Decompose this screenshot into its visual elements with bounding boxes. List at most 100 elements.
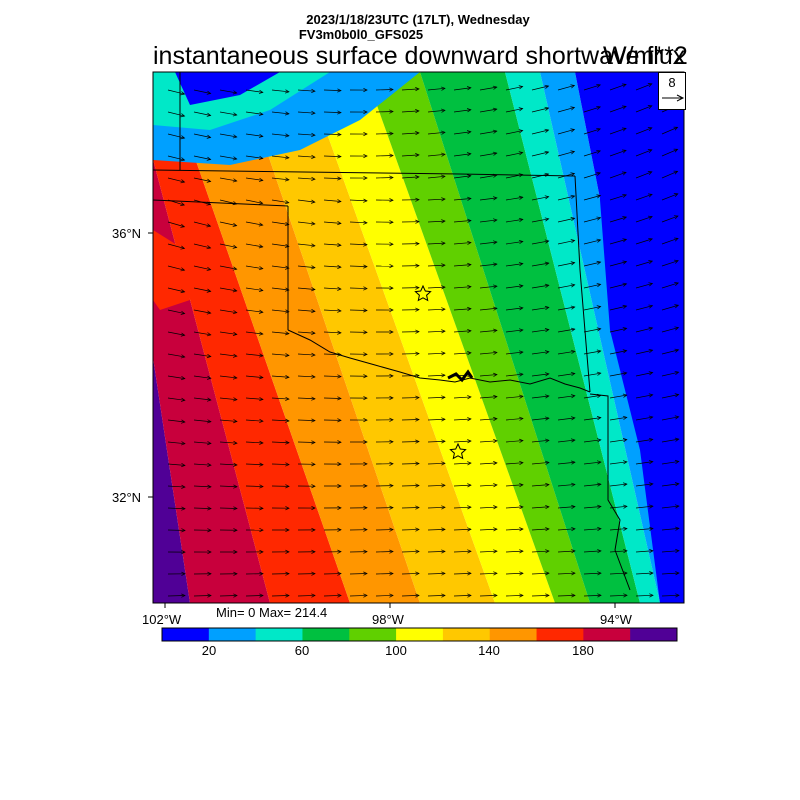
wind-vector-head [570, 128, 576, 133]
wind-vector-head [285, 484, 290, 489]
wind-vector-head [674, 326, 680, 331]
wind-vector-head [259, 397, 264, 402]
wind-vector-head [311, 330, 316, 336]
wind-vector [271, 221, 289, 225]
wind-vector-head [544, 217, 550, 222]
wind-vector [479, 352, 497, 355]
wind-vector-head [337, 176, 342, 181]
field-title: instantaneous surface downward shortwave… [153, 42, 686, 70]
wind-vector [193, 265, 211, 271]
wind-vector [271, 331, 289, 334]
wind-vector-head [285, 571, 290, 576]
wind-vector [297, 419, 316, 421]
wind-vector-head [310, 221, 316, 226]
wind-vector [193, 419, 211, 423]
wind-vector [453, 220, 471, 223]
wind-vector-head [545, 527, 550, 532]
wind-vector [531, 307, 549, 311]
wind-vector-head [311, 549, 316, 554]
wind-vector [427, 330, 445, 333]
wind-vector-head [285, 374, 290, 380]
wind-vector-head [648, 437, 654, 442]
wind-vector-head [596, 283, 602, 288]
wind-vector-head [415, 395, 420, 400]
wind-vector-head [674, 348, 680, 353]
wind-vector [427, 87, 445, 91]
wind-vector-head [258, 222, 264, 227]
wind-vector-head [673, 215, 679, 220]
wind-vector [479, 418, 497, 421]
lat-ticks [148, 232, 153, 498]
wind-vector-head [545, 438, 550, 443]
wind-vector-head [389, 153, 394, 158]
wind-vector [453, 87, 471, 91]
wind-vector-head [648, 215, 653, 220]
wind-vector [245, 287, 263, 291]
wind-vector-head [571, 504, 576, 509]
wind-vector [453, 484, 471, 487]
wind-vector-head [596, 305, 602, 310]
wind-vector-head [519, 416, 524, 421]
wind-vector [609, 350, 627, 355]
wind-vector-head [596, 460, 602, 465]
wind-vector-head [363, 483, 368, 488]
wind-vector [401, 88, 419, 91]
wind-vector [583, 395, 601, 399]
wind-vector-head [415, 109, 420, 114]
wind-vector-head [181, 506, 186, 511]
wind-vector-head [544, 372, 550, 377]
wind-vector [167, 485, 185, 488]
wind-vector-head [259, 571, 264, 576]
wind-vector [193, 331, 211, 336]
wind-vector-head [389, 395, 394, 400]
wind-vector-head [285, 89, 290, 94]
wind-vector [271, 177, 289, 181]
wind-vector [661, 394, 679, 399]
star-marker [449, 442, 467, 460]
wind-vector [453, 131, 471, 135]
wind-vector-head [207, 506, 212, 511]
wind-vector-head [233, 419, 238, 424]
wind-vector [635, 416, 653, 421]
wind-vector-head [337, 242, 342, 248]
wind-vector [427, 352, 445, 355]
wind-vector [271, 243, 289, 247]
wind-vector-head [493, 483, 498, 488]
flux-band [240, 72, 495, 603]
wind-vector-head [545, 549, 550, 554]
wind-vector-head [363, 374, 368, 379]
wind-vector-head [623, 549, 628, 554]
wind-vector-head [493, 461, 498, 466]
wind-vector-head [492, 129, 498, 134]
wind-vector [453, 352, 471, 355]
wind-vector-head [415, 131, 420, 136]
colorbar-tick-label: 100 [385, 643, 407, 658]
wind-vector-head [258, 266, 264, 271]
flux-band [365, 72, 590, 603]
wind-vector-head [311, 88, 316, 94]
wind-vector-head [544, 239, 550, 244]
wind-vector-head [415, 439, 420, 444]
wind-vector [583, 506, 601, 509]
wind-vector [297, 595, 316, 597]
wind-vector [219, 243, 237, 248]
wind-vector [245, 111, 263, 115]
wind-vector [219, 375, 237, 379]
lat-label-36n: 36°N [112, 226, 142, 241]
wind-vector-head [441, 351, 446, 356]
wind-vector-head [206, 134, 212, 139]
wind-vector-head [648, 371, 654, 376]
wind-vector-head [492, 218, 498, 223]
wind-vector [245, 265, 263, 270]
wind-vector-head [570, 239, 576, 244]
wind-vector-head [519, 460, 524, 465]
wind-vector [401, 595, 420, 597]
wind-vector [167, 463, 185, 466]
wind-vector-head [233, 593, 238, 598]
wind-vector [271, 375, 289, 378]
wind-vector [193, 507, 212, 509]
wind-vector [635, 194, 653, 201]
wind-vector-head [259, 353, 264, 358]
wind-vector-head [415, 527, 420, 532]
wind-vector [427, 308, 445, 311]
